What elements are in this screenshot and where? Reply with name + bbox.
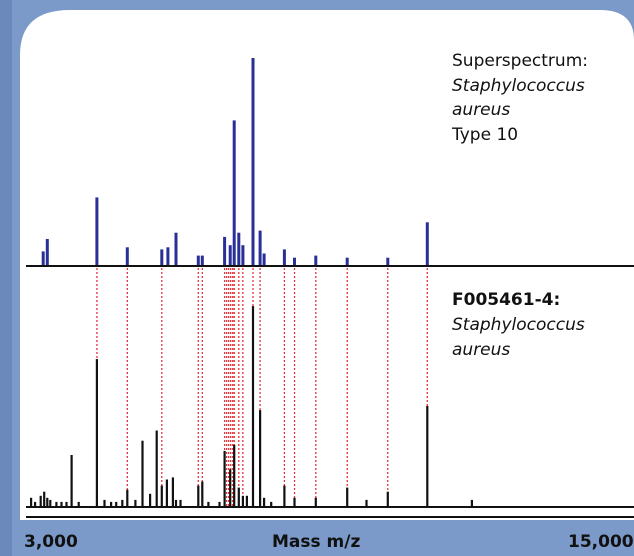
sample-peak-18: [141, 440, 144, 506]
superspectrum-peaks: [41, 58, 429, 267]
sample-peak-10: [77, 501, 80, 506]
superspectrum-peak-21: [386, 257, 390, 266]
sample-peak-41: [293, 497, 296, 506]
superspectrum-peak-20: [345, 257, 349, 266]
sample-peak-29: [218, 501, 221, 506]
superspectrum-peak-17: [282, 249, 286, 266]
sample-peak-15: [121, 499, 124, 506]
superspectrum-peak-1: [45, 239, 49, 266]
sample-peak-0: [30, 497, 33, 506]
superspectrum-peak-2: [95, 197, 99, 266]
sample-peak-37: [259, 410, 262, 506]
sample-peak-43: [346, 487, 349, 506]
superspectrum-peak-8: [200, 255, 204, 266]
sample-peak-23: [171, 477, 174, 506]
sample-peak-44: [365, 499, 368, 506]
superspectrum-peak-0: [41, 251, 45, 266]
sample-peak-40: [283, 485, 286, 506]
sample-peak-39: [270, 501, 273, 506]
sample-peak-35: [245, 495, 248, 506]
superspectrum-peak-3: [125, 247, 129, 266]
sample-spectrum-peaks: [30, 306, 473, 506]
top-label-title: Superspectrum:: [452, 51, 588, 71]
sample-peak-12: [103, 499, 106, 506]
sample-peak-7: [60, 501, 63, 506]
superspectrum-peak-14: [251, 58, 255, 266]
superspectrum-peak-7: [196, 255, 200, 266]
sample-peak-42: [314, 497, 317, 506]
sample-peak-16: [126, 489, 129, 506]
sample-peak-20: [155, 430, 158, 506]
sample-peak-22: [165, 479, 168, 506]
sample-peak-4: [46, 497, 49, 506]
sample-peak-47: [470, 499, 473, 506]
sample-peak-3: [43, 491, 46, 506]
sample-peak-34: [241, 495, 244, 506]
sample-peak-14: [115, 501, 118, 506]
sample-peak-8: [65, 501, 68, 506]
sample-peak-11: [95, 359, 98, 506]
sample-peak-6: [55, 501, 58, 506]
sample-peak-2: [39, 495, 42, 506]
top-label-species: Staphylococcus: [452, 76, 585, 96]
superspectrum-peak-4: [160, 249, 164, 266]
sample-peak-32: [233, 444, 236, 506]
x-axis-title: Mass m/z: [272, 532, 361, 552]
superspectrum-peak-19: [314, 255, 318, 266]
sample-peak-9: [70, 455, 73, 506]
sample-peak-31: [229, 469, 232, 506]
sample-peak-19: [149, 493, 152, 506]
superspectrum-peak-12: [237, 232, 241, 266]
sample-peak-1: [34, 501, 37, 506]
sample-peak-46: [426, 406, 429, 506]
sample-peak-24: [174, 499, 178, 506]
sample-peak-26: [197, 485, 200, 506]
bottom-label-species: Staphylococcus: [452, 315, 585, 335]
superspectrum-peak-18: [293, 257, 296, 266]
top-label-species-2: aureus: [452, 100, 511, 120]
sample-peak-45: [386, 491, 389, 506]
sample-peak-5: [49, 499, 52, 506]
frame-left-edge: [0, 0, 12, 556]
top-label-type: Type 10: [452, 125, 519, 145]
sample-peak-21: [160, 485, 163, 506]
bottom-label-title: F005461-4:: [452, 290, 561, 310]
sample-peak-36: [251, 306, 255, 506]
x-tick-label-max: 15,000: [568, 532, 634, 552]
sample-peak-28: [207, 501, 210, 506]
superspectrum-peak-6: [174, 232, 178, 266]
sample-peak-13: [110, 501, 113, 506]
superspectrum-peak-11: [232, 120, 236, 267]
sample-peak-25: [179, 499, 182, 506]
superspectrum-peak-5: [166, 247, 170, 266]
superspectrum-peak-22: [425, 222, 429, 266]
superspectrum-peak-10: [228, 245, 232, 266]
sample-peak-38: [263, 497, 266, 506]
superspectrum-peak-16: [262, 253, 266, 266]
superspectrum-peak-13: [241, 245, 245, 266]
sample-peak-33: [237, 487, 240, 506]
bottom-label-species-2: aureus: [452, 340, 511, 360]
sample-peak-30: [223, 450, 226, 506]
superspectrum-peak-15: [258, 230, 262, 266]
sample-peak-17: [134, 499, 137, 506]
x-tick-label-min: 3,000: [24, 532, 78, 552]
sample-peak-27: [201, 481, 204, 506]
superspectrum-peak-9: [223, 236, 227, 266]
matched-peak-lines: [96, 268, 428, 506]
